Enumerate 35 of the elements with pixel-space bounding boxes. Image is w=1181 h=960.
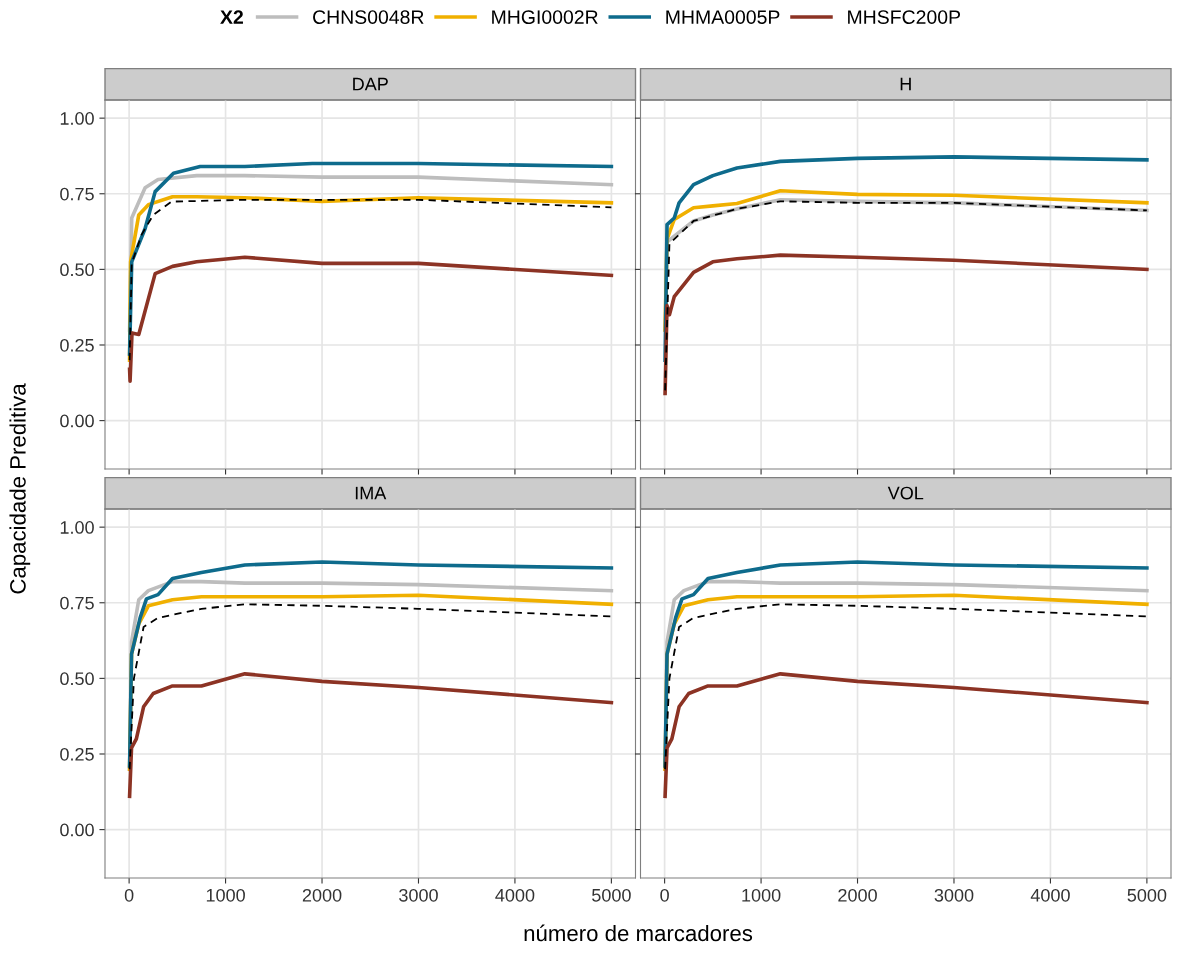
- y-tick-label: 1.00: [60, 112, 94, 125]
- chart-title: H: [900, 77, 911, 91]
- x-tick-label: 0: [124, 888, 134, 902]
- chart-title: DAP: [353, 77, 388, 91]
- line-series: [127, 672, 614, 799]
- x-tick-label: 5000: [1127, 888, 1167, 902]
- y-tick-label: 0.50: [60, 263, 94, 277]
- x-tick-label: 2000: [302, 888, 342, 902]
- x-tick-label: 5000: [592, 888, 631, 902]
- y-tick-label: 0.25: [60, 747, 94, 761]
- x-axis-title: número de marcadores: [524, 924, 753, 942]
- legend-label: MHSFC200P: [848, 10, 961, 24]
- chart-title: IMA: [355, 486, 387, 500]
- y-tick-label: 0.75: [60, 596, 94, 610]
- legend-title: X2: [220, 10, 243, 24]
- x-tick-label: 3000: [399, 888, 438, 902]
- x-tick-label: 2000: [838, 888, 877, 902]
- y-tick-label: 0.00: [60, 414, 94, 428]
- legend-label: MHMA0005P: [666, 10, 780, 24]
- y-tick-label: 1.00: [60, 521, 94, 534]
- x-tick-label: 0: [660, 888, 669, 902]
- legend-label: CHNS0048R: [313, 10, 424, 24]
- chart-title: VOL: [887, 486, 924, 500]
- x-tick-label: 4000: [1030, 888, 1070, 902]
- legend-label: MHGI0002R: [492, 10, 598, 24]
- x-tick-label: 4000: [495, 888, 535, 902]
- x-tick-label: 3000: [934, 888, 974, 902]
- line-series: [127, 255, 614, 384]
- x-tick-label: 1000: [206, 888, 245, 902]
- y-tick-label: 0.25: [60, 338, 94, 352]
- y-tick-label: 0.00: [60, 823, 94, 837]
- y-tick-label: 0.50: [60, 672, 94, 686]
- y-axis-title: Capacidade Preditiva: [9, 383, 31, 594]
- x-tick-label: 1000: [742, 888, 781, 902]
- y-tick-label: 0.75: [60, 187, 94, 201]
